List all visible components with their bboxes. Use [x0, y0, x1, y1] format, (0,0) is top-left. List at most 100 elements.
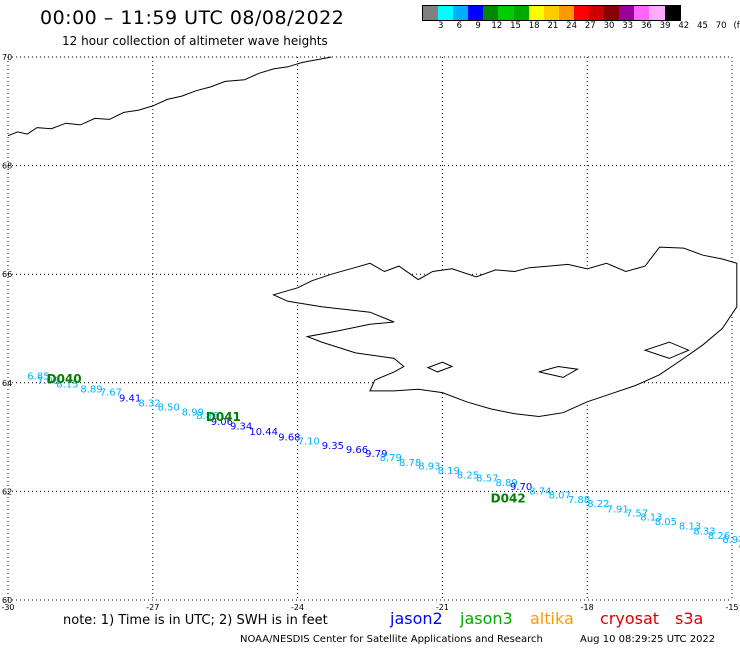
lon-tick-label: -24: [291, 603, 304, 612]
pass-label: D042: [491, 491, 526, 505]
wave-height-value: 9.41: [119, 393, 141, 404]
wave-height-value: 8.05: [655, 517, 677, 528]
lon-tick-label: -15: [725, 603, 738, 612]
wave-height-value: 9.68: [278, 432, 300, 443]
wave-height-value: 8.50: [158, 402, 180, 413]
wave-height-value: 9.70: [510, 482, 532, 493]
legend-label: 3: [437, 21, 444, 31]
wave-height-value: 10.44: [249, 427, 278, 438]
legend-label: 42: [678, 21, 690, 31]
satellite-label-s3a: s3a: [675, 609, 704, 628]
legend-label: 9: [475, 21, 481, 31]
wave-height-value: 7.08: [37, 376, 59, 387]
wave-height-value: 8.07: [549, 490, 571, 501]
satellite-label-jason3: jason3: [460, 609, 513, 628]
wave-height-value: 8.33: [693, 526, 715, 537]
wave-height-value: 8.86: [196, 411, 218, 422]
wave-height-value: 7.67: [100, 387, 122, 398]
legend-swatch: [558, 6, 574, 20]
satellite-label-altika: altika: [530, 609, 574, 628]
legend-label: 39: [659, 21, 671, 31]
lat-tick-label: 66: [2, 270, 12, 279]
legend-label: 45: [697, 21, 708, 31]
lat-tick-label: 62: [2, 487, 12, 496]
lake-outline: [538, 365, 580, 378]
wave-height-value: 8.25: [457, 470, 479, 481]
legend-label: 36: [640, 21, 652, 31]
legend-label: (ft): [733, 21, 740, 31]
legend-label: 6: [456, 21, 463, 31]
legend-label: 27: [584, 21, 596, 31]
legend-swatch: [498, 6, 514, 20]
legend-label: 33: [622, 21, 634, 31]
wave-height-value: 7.88: [568, 495, 590, 506]
legend-swatch: [528, 6, 544, 20]
wave-height-value: 7.57: [626, 508, 648, 519]
legend-swatch: [619, 6, 635, 20]
wave-height-value: 8.89: [80, 385, 102, 396]
pass-label: D041: [206, 410, 241, 424]
lon-tick-label: -21: [436, 603, 449, 612]
legend-swatch: [589, 6, 605, 20]
legend-label: 12: [491, 21, 503, 31]
wave-height-value: 8.99: [182, 407, 204, 418]
lon-tick-label: -27: [146, 603, 159, 612]
lat-tick-label: 64: [2, 379, 12, 388]
wave-height-value: 8.79: [380, 453, 402, 464]
wave-height-value: 8.32: [138, 399, 160, 410]
wave-height-value: 8.19: [438, 466, 460, 477]
legend-swatch: [634, 6, 650, 20]
wave-height-value: 8.78: [399, 458, 421, 469]
wave-height-value: 8.26: [708, 531, 730, 542]
legend-swatch: [664, 6, 680, 20]
credit-text: NOAA/NESDIS Center for Satellite Applica…: [240, 634, 543, 645]
legend-swatch: [453, 6, 469, 20]
wave-height-value: 9.34: [230, 421, 252, 432]
lon-tick-label: -18: [581, 603, 594, 612]
wave-height-value: 7.48: [737, 539, 740, 550]
wave-height-value: 8.22: [587, 499, 609, 510]
wave-height-value: 7.91: [607, 505, 629, 516]
legend-label: 21: [547, 21, 559, 31]
lon-tick-label: -30: [1, 603, 14, 612]
note-text: note: 1) Time is in UTC; 2) SWH is in fe…: [63, 613, 328, 628]
wave-height-value: 9.35: [322, 441, 344, 452]
legend-swatch: [513, 6, 529, 20]
wave-height-value: 8.93: [418, 462, 440, 473]
lat-tick-label: 70: [2, 53, 12, 62]
credit-timestamp: Aug 10 08:29:25 UTC 2022: [580, 634, 716, 645]
lat-tick-label: 60: [2, 596, 12, 605]
wave-height-value: 7.10: [298, 437, 320, 448]
legend-label: 18: [528, 21, 540, 31]
wave-height-value: 9.66: [346, 445, 368, 456]
lake-outline: [426, 361, 454, 373]
color-scale-legend: [422, 5, 681, 21]
legend-label: 15: [510, 21, 521, 31]
wave-height-value: 6.97: [722, 535, 740, 546]
legend-swatch: [649, 6, 665, 20]
legend-swatch: [483, 6, 499, 20]
wave-height-value: 8.57: [476, 474, 498, 485]
lake-outline: [643, 341, 690, 359]
legend-label: 70: [715, 21, 727, 31]
satellite-label-cryosat: cryosat: [600, 609, 660, 628]
lat-tick-label: 68: [2, 162, 12, 171]
wave-height-value: 6.85: [27, 372, 49, 383]
wave-height-value: 9.79: [365, 449, 387, 460]
wave-height-value: 8.74: [529, 487, 551, 498]
legend-label: 30: [603, 21, 615, 31]
iceland-coastline: [272, 246, 738, 418]
legend-swatch: [468, 6, 484, 20]
wave-height-value: 8.15: [56, 380, 78, 391]
map-title: 00:00 – 11:59 UTC 08/08/2022: [40, 7, 345, 29]
legend-swatch: [604, 6, 620, 20]
greenland-coastline: [7, 56, 332, 137]
pass-label: D040: [47, 372, 82, 386]
wave-height-value: 9.06: [211, 417, 233, 428]
legend-swatch: [438, 6, 454, 20]
legend-swatch: [423, 6, 439, 20]
legend-label: 24: [566, 21, 578, 31]
wave-height-value: 8.13: [640, 513, 662, 524]
